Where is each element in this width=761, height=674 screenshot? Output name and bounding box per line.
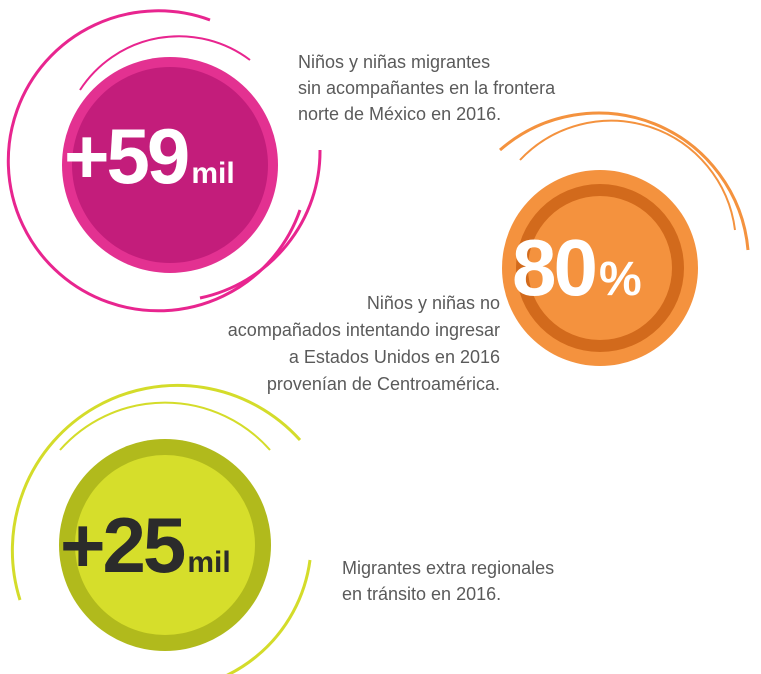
stat-orange: 80% Niños y niñas no acompañados intenta… — [228, 111, 750, 394]
description-line: sin acompañantes en la frontera — [298, 78, 556, 98]
stat-unit: mil — [191, 157, 234, 190]
outer-arc — [226, 559, 312, 674]
description-line: norte de México en 2016. — [298, 104, 501, 124]
circle-fill — [528, 196, 672, 340]
outer-arc — [10, 383, 302, 601]
description-line: acompañados intentando ingresar — [228, 320, 500, 340]
stat-value: +59 — [64, 112, 188, 200]
inner-arc — [79, 35, 251, 91]
stat-unit: mil — [187, 546, 230, 579]
circle-fill — [75, 455, 255, 635]
description-line: Niños y niñas migrantes — [298, 52, 490, 72]
outer-arc — [6, 9, 302, 313]
description-line: en tránsito en 2016. — [342, 584, 501, 604]
stat-value: 80 — [512, 223, 595, 312]
stat-green: +25 mil Migrantes extra regionales en trá… — [10, 383, 554, 674]
description-line: Migrantes extra regionales — [342, 558, 554, 578]
description-line: a Estados Unidos en 2016 — [289, 347, 500, 367]
stat-number: +59 mil — [64, 112, 235, 200]
circle-fill — [72, 67, 268, 263]
stat-number: 80% — [512, 223, 642, 312]
stat-value: +25 — [60, 501, 185, 589]
stat-pink: +59 mil Niños y niñas migrantes sin acomp… — [6, 9, 556, 313]
outer-arc — [199, 149, 322, 300]
description-line: Niños y niñas no — [367, 293, 500, 313]
outer-arc — [519, 119, 736, 231]
stat-unit: % — [599, 253, 642, 306]
stat-number: +25 mil — [60, 501, 231, 589]
outer-arc — [499, 111, 750, 251]
description-line: provenían de Centroamérica. — [267, 374, 500, 394]
inner-arc — [59, 401, 271, 451]
